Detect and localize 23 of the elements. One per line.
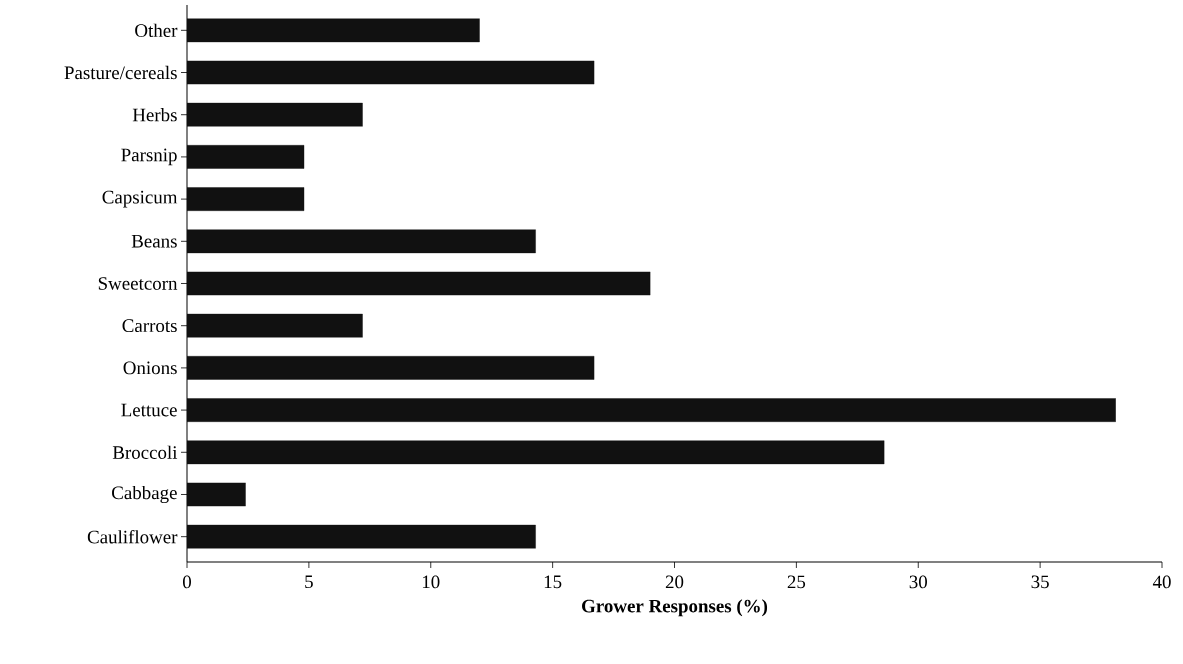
y-tick-label: Capsicum (102, 190, 178, 208)
y-tick-label: Other (135, 23, 178, 37)
x-tick-label: 35 (1031, 575, 1049, 589)
x-tick-label: 0 (182, 575, 191, 589)
x-tick-label: 30 (909, 575, 927, 589)
x-tick-label: 25 (787, 575, 806, 589)
y-tick-label: Carrots (122, 319, 177, 333)
y-tick-label: Onions (123, 361, 177, 375)
y-tick-label: Herbs (132, 108, 177, 122)
y-tick-label: Beans (131, 235, 177, 248)
y-tick-label: Broccoli (112, 445, 178, 459)
y-tick-label: Cabbage (112, 485, 177, 504)
y-tick-label: Pasture/cereals (64, 65, 177, 80)
y-tick-label: Parsnip (121, 148, 177, 166)
x-tick-label: 40 (1152, 575, 1171, 589)
x-tick-label: 15 (544, 575, 562, 589)
y-tick-label: Lettuce (121, 403, 177, 417)
y-tick-label: Cauliflower (87, 529, 178, 544)
y-tick-label: Sweetcorn (98, 277, 178, 290)
x-tick-label: 10 (422, 575, 440, 589)
x-tick-label: 20 (665, 575, 684, 589)
x-tick-label: 5 (305, 575, 313, 589)
x-axis-title: Grower Responses (%) (582, 599, 768, 617)
